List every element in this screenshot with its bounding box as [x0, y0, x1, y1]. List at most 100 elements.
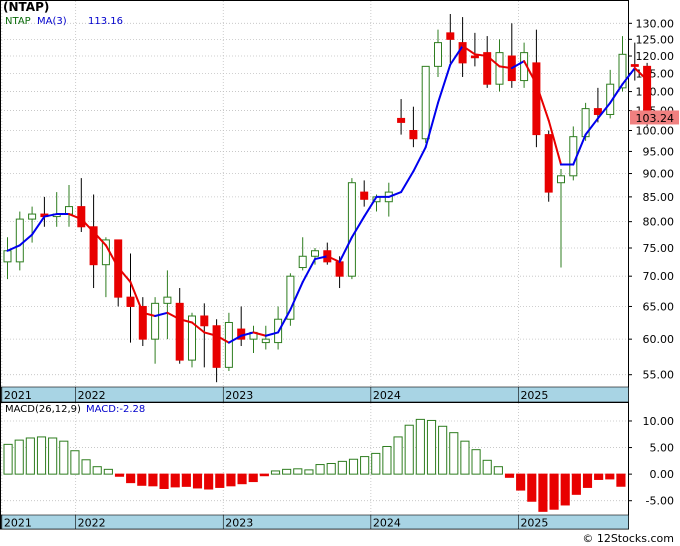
- ma-line-segment: [129, 281, 144, 314]
- ma-line-segment: [424, 101, 439, 149]
- macd-x-label: 2021: [4, 517, 32, 530]
- macd-bar: [460, 440, 470, 475]
- candle: [347, 178, 356, 280]
- ma-line-segment: [584, 117, 599, 136]
- macd-bar: [326, 463, 336, 475]
- macd-bar: [304, 469, 314, 475]
- candle-body: [151, 302, 160, 340]
- candle-body: [495, 52, 504, 85]
- macd-bar: [393, 436, 403, 475]
- candle-body: [15, 218, 24, 263]
- macd-legend-label: MACD(26,12,9): [5, 404, 81, 415]
- candle-body: [28, 213, 37, 220]
- ma-line-segment: [252, 331, 267, 337]
- ma-line-segment: [141, 311, 157, 318]
- price-x-label: 2022: [78, 389, 106, 402]
- ma-line-segment: [203, 331, 218, 337]
- candle: [409, 106, 418, 148]
- price-tick-label: 60.00: [643, 333, 675, 346]
- ma-line-segment: [240, 331, 255, 337]
- macd-bar: [215, 473, 225, 488]
- macd-bar: [148, 473, 158, 487]
- candle: [630, 42, 639, 81]
- macd-tick-label: 5.00: [650, 442, 675, 455]
- ma-line-segment: [510, 60, 526, 70]
- macd-bar: [337, 460, 347, 475]
- macd-bar: [59, 440, 69, 475]
- candle-body: [200, 315, 209, 327]
- candle-body: [347, 182, 356, 277]
- ma-line-segment: [314, 255, 329, 261]
- ma-line-segment: [535, 83, 550, 122]
- price-tick-label: 65.00: [643, 300, 675, 313]
- candle-body: [434, 42, 442, 67]
- macd-bar: [482, 459, 492, 475]
- candle-body: [470, 55, 479, 59]
- price-tick-label: 130.00: [636, 17, 675, 30]
- candle: [138, 297, 147, 347]
- candle: [77, 178, 86, 232]
- legend-ticker: NTAP: [5, 16, 31, 27]
- price-tick-label: 90.00: [643, 168, 675, 181]
- ma-line-segment: [326, 255, 341, 263]
- candle-body: [630, 64, 639, 67]
- ma-line-segment: [363, 195, 378, 218]
- candle-body: [446, 32, 455, 40]
- macd-bar: [270, 470, 281, 475]
- candle: [151, 297, 160, 364]
- macd-bar: [36, 436, 47, 475]
- macd-bar: [137, 473, 147, 486]
- candle: [52, 192, 61, 227]
- macd-bar: [259, 473, 269, 477]
- candle: [212, 319, 221, 383]
- macd-bar: [70, 450, 80, 475]
- price-tick-label: 55.00: [643, 369, 675, 382]
- macd-bar: [426, 419, 437, 475]
- macd-bar: [48, 437, 58, 475]
- candle: [40, 196, 49, 227]
- ma-line-segment: [104, 244, 120, 269]
- candle-body: [397, 117, 406, 123]
- ma-line-segment: [400, 170, 415, 194]
- candle-body: [77, 206, 86, 228]
- ma-line-segment: [461, 44, 476, 56]
- candle: [200, 303, 209, 368]
- candle: [446, 14, 455, 63]
- candle-body: [335, 261, 344, 277]
- candle: [175, 288, 184, 364]
- macd-bar: [371, 452, 381, 475]
- macd-tick-label: 10.00: [643, 415, 675, 428]
- price-tick-label: 75.00: [643, 242, 675, 255]
- macd-bar: [159, 473, 169, 489]
- macd-bar: [605, 473, 615, 480]
- ma-line-segment: [547, 119, 562, 166]
- candle: [114, 239, 123, 307]
- candle: [89, 194, 98, 289]
- candle: [532, 29, 541, 148]
- candle: [15, 211, 24, 271]
- macd-bar: [103, 468, 113, 475]
- macd-bar: [14, 439, 24, 475]
- ma-line-segment: [18, 233, 34, 247]
- ma-line-segment: [227, 334, 243, 344]
- price-tick-label: 110.00: [636, 86, 675, 99]
- candle: [507, 23, 516, 88]
- ma-line-segment: [154, 311, 169, 318]
- ma-line-segment: [437, 63, 452, 104]
- candle: [397, 99, 406, 135]
- candle-body: [188, 315, 196, 361]
- ma-line-segment: [178, 318, 193, 324]
- ma-line-segment: [191, 321, 206, 334]
- price-x-axis-band: [0, 386, 629, 403]
- macd-bar: [382, 445, 392, 475]
- candle-body: [618, 53, 627, 89]
- ma-line-segment: [277, 308, 292, 334]
- candle-body: [409, 129, 418, 140]
- ma-line-segment: [289, 281, 304, 311]
- macd-bar: [493, 466, 503, 475]
- macd-bar: [282, 468, 292, 475]
- ma-line-segment: [621, 67, 636, 86]
- macd-bar: [348, 458, 359, 475]
- macd-x-axis-band: [0, 514, 629, 530]
